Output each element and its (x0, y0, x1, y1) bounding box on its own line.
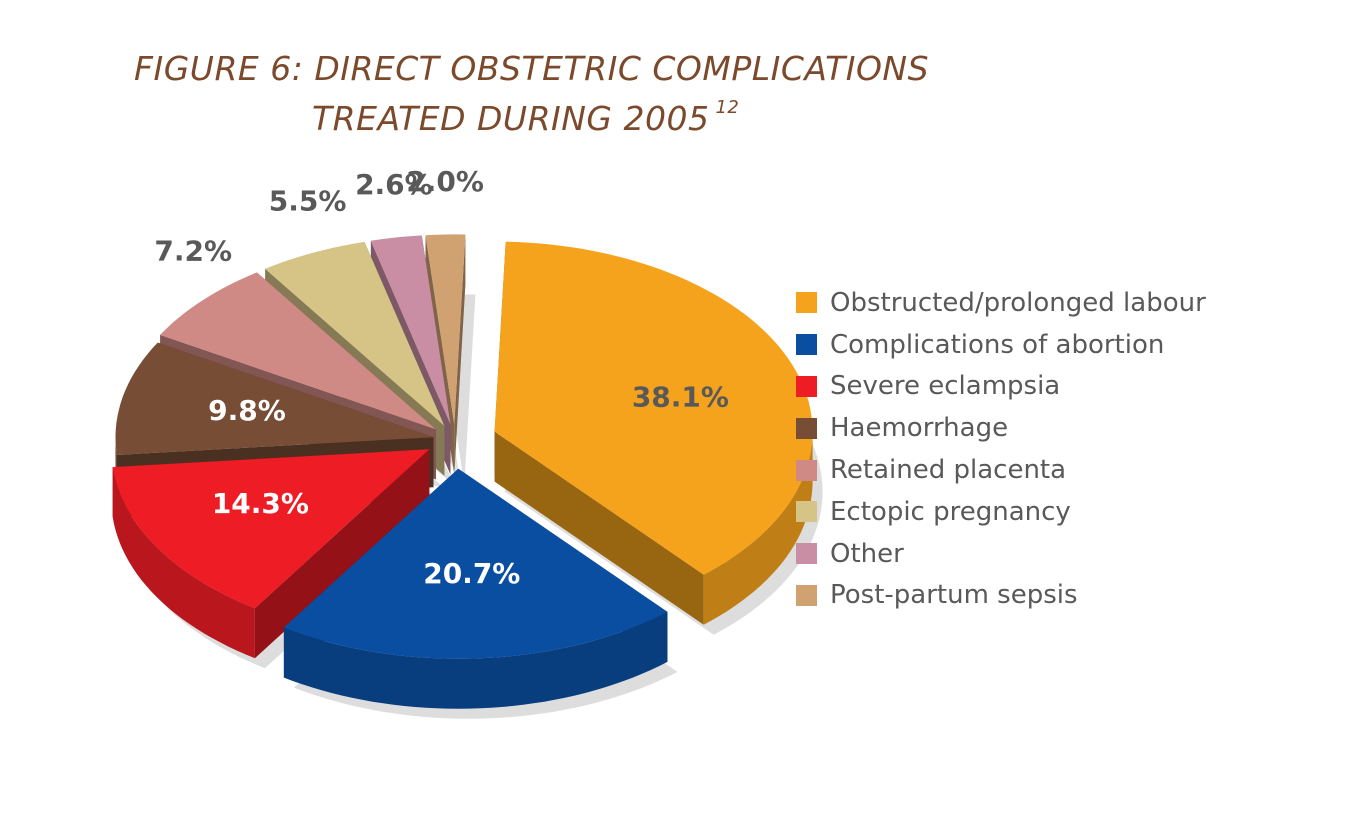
legend-swatch (796, 501, 817, 523)
data-label: 2.6% (355, 168, 433, 201)
slice-7 (370, 235, 451, 425)
legend-item: Obstructed/prolonged labour (796, 282, 1206, 324)
legend-item: Other (796, 533, 1206, 575)
slice-3 (112, 449, 430, 609)
chart-title-line2: TREATED DURING 2005 12 (312, 99, 929, 138)
legend-swatch (796, 334, 817, 356)
slice-tops (112, 234, 813, 659)
slice-6 (265, 241, 445, 426)
data-label: 20.7% (423, 557, 520, 590)
title-footnote: 12 (715, 97, 740, 118)
slice-radial-face (454, 234, 466, 475)
legend-swatch (796, 375, 817, 397)
slice-outer-side (283, 611, 668, 709)
data-label: 38.1% (632, 381, 729, 414)
slice-radial-face (254, 449, 430, 659)
slice-outer-side (112, 467, 255, 659)
slice-2 (283, 468, 668, 659)
legend-label: Haemorrhage (830, 413, 1009, 444)
legend-label: Obstructed/prolonged labour (830, 287, 1206, 318)
chart-title-line1: FIGURE 6: DIRECT OBSTETRIC COMPLICATIONS (134, 49, 930, 88)
data-label: 14.3% (212, 487, 309, 520)
legend-swatch (796, 417, 817, 439)
legend-swatch (796, 459, 817, 481)
slice-outer-side (703, 431, 813, 625)
data-label: 2.0% (406, 165, 484, 198)
legend-label: Post-partum sepsis (830, 580, 1078, 611)
legend-item: Post-partum sepsis (796, 575, 1206, 617)
data-label: 9.8% (208, 394, 286, 427)
data-labels: 38.1% 20.7% 14.3% 9.8% 7.2% 5.5% 2.6%2.0% (154, 165, 729, 590)
slice-5 (160, 272, 436, 430)
data-label: 7.2% (154, 235, 232, 268)
legend-label: Other (830, 538, 904, 569)
legend-item: Retained placenta (796, 449, 1206, 491)
data-label: 5.5% (269, 184, 347, 217)
chart-title: FIGURE 6: DIRECT OBSTETRIC COMPLICATIONS… (134, 52, 929, 135)
legend-item: Complications of abortion (796, 324, 1206, 366)
legend-swatch (796, 292, 817, 314)
legend-label: Severe eclampsia (830, 371, 1061, 402)
legend-swatch (796, 584, 817, 606)
legend-label: Complications of abortion (830, 329, 1165, 360)
legend-item: Ectopic pregnancy (796, 491, 1206, 533)
legend-label: Ectopic pregnancy (830, 496, 1071, 527)
legend-item: Haemorrhage (796, 407, 1206, 449)
slice-4 (115, 342, 434, 455)
slice-1 (494, 241, 813, 575)
slice-8 (425, 234, 466, 425)
legend-swatch (796, 543, 817, 565)
chart-title-line2-text: TREATED DURING 2005 (312, 99, 710, 138)
legend-label: Retained placenta (830, 455, 1067, 486)
chart-legend: Obstructed/prolonged labour Complications… (796, 282, 1206, 616)
slice-radial-face (494, 431, 704, 625)
legend-item: Severe eclampsia (796, 366, 1206, 408)
